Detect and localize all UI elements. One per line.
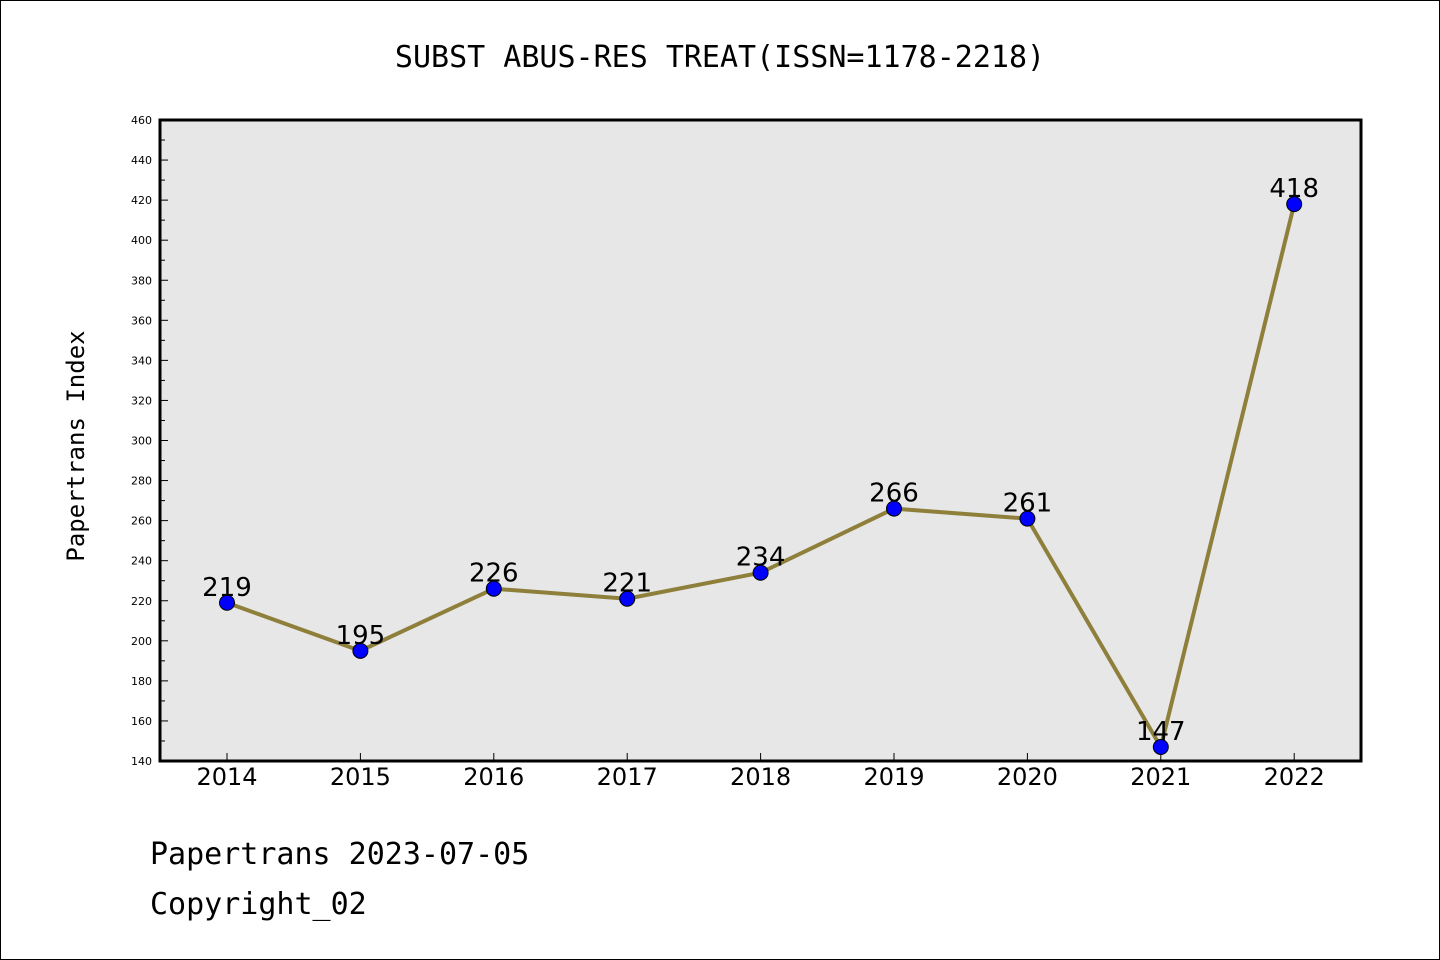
data-label-2014: 219 bbox=[202, 573, 252, 603]
data-point-2021 bbox=[1152, 738, 1169, 755]
y-tick-label: 220 bbox=[131, 595, 152, 608]
y-tick-label: 300 bbox=[131, 435, 152, 448]
data-point-2015 bbox=[352, 642, 369, 659]
data-labels: 219 195 226 221 234 266 261 147 418 bbox=[202, 174, 1319, 747]
y-tick-label: 240 bbox=[131, 555, 152, 568]
data-point-2018 bbox=[752, 564, 769, 581]
data-point-2017 bbox=[619, 590, 636, 607]
y-tick-label: 400 bbox=[131, 234, 152, 247]
x-tick-label: 2019 bbox=[863, 763, 924, 791]
plot-frame bbox=[158, 118, 1363, 763]
x-tick-label: 2017 bbox=[597, 763, 658, 791]
data-label-2016: 226 bbox=[469, 559, 519, 589]
data-point-2014 bbox=[219, 594, 235, 611]
data-point-2019 bbox=[886, 500, 902, 517]
data-label-2021: 147 bbox=[1136, 717, 1186, 747]
y-tick-label: 140 bbox=[131, 755, 152, 768]
y-tick-label: 420 bbox=[131, 194, 152, 207]
y-tick-label: 380 bbox=[131, 274, 152, 287]
data-label-2017: 221 bbox=[602, 569, 652, 599]
x-axis: 2014 2015 2016 2017 2018 2019 2020 2021 2022 bbox=[196, 753, 1325, 791]
y-axis: 140 160 180 200 220 240 260 280 300 320 340 360 380 4… bbox=[131, 114, 168, 768]
x-tick-label: 2018 bbox=[730, 763, 791, 791]
x-tick-label: 2020 bbox=[997, 763, 1058, 791]
y-tick-label: 340 bbox=[131, 354, 152, 367]
y-tick-label: 460 bbox=[131, 114, 152, 127]
footer-copyright: Copyright_02 bbox=[150, 887, 367, 922]
y-axis-label: Papertrans Index bbox=[62, 330, 90, 561]
y-tick-label: 360 bbox=[131, 314, 152, 327]
data-point-2022 bbox=[1286, 196, 1303, 213]
y-tick-label: 260 bbox=[131, 515, 152, 528]
y-tick-label: 440 bbox=[131, 154, 152, 167]
data-label-2022: 418 bbox=[1269, 174, 1319, 204]
data-label-2020: 261 bbox=[1003, 489, 1053, 519]
x-tick-label: 2021 bbox=[1130, 763, 1191, 791]
data-point-2016 bbox=[485, 580, 502, 597]
data-label-2015: 195 bbox=[336, 621, 386, 651]
y-tick-label: 180 bbox=[131, 675, 152, 688]
y-tick-label: 160 bbox=[131, 715, 152, 728]
data-label-2018: 234 bbox=[736, 543, 786, 573]
data-points bbox=[219, 196, 1303, 755]
x-tick-label: 2015 bbox=[330, 763, 391, 791]
y-tick-label: 320 bbox=[131, 394, 152, 407]
x-tick-label: 2016 bbox=[463, 763, 524, 791]
x-tick-label: 2014 bbox=[196, 763, 257, 791]
footer-date: Papertrans 2023-07-05 bbox=[150, 837, 529, 872]
x-tick-label: 2022 bbox=[1264, 763, 1325, 791]
y-tick-label: 280 bbox=[131, 475, 152, 488]
y-tick-label: 200 bbox=[131, 635, 152, 648]
data-point-2020 bbox=[1019, 510, 1036, 527]
chart-title: SUBST ABUS-RES TREAT(ISSN=1178-2218) bbox=[395, 40, 1045, 75]
data-label-2019: 266 bbox=[869, 479, 919, 509]
